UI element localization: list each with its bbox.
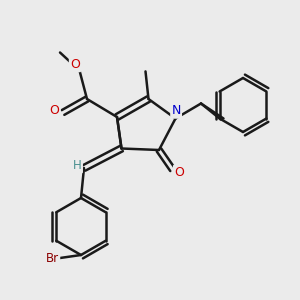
Text: O: O (50, 104, 59, 118)
Text: O: O (174, 166, 184, 179)
Text: Br: Br (46, 252, 59, 265)
Text: O: O (70, 58, 80, 71)
Text: H: H (73, 159, 82, 172)
Text: N: N (171, 104, 181, 118)
